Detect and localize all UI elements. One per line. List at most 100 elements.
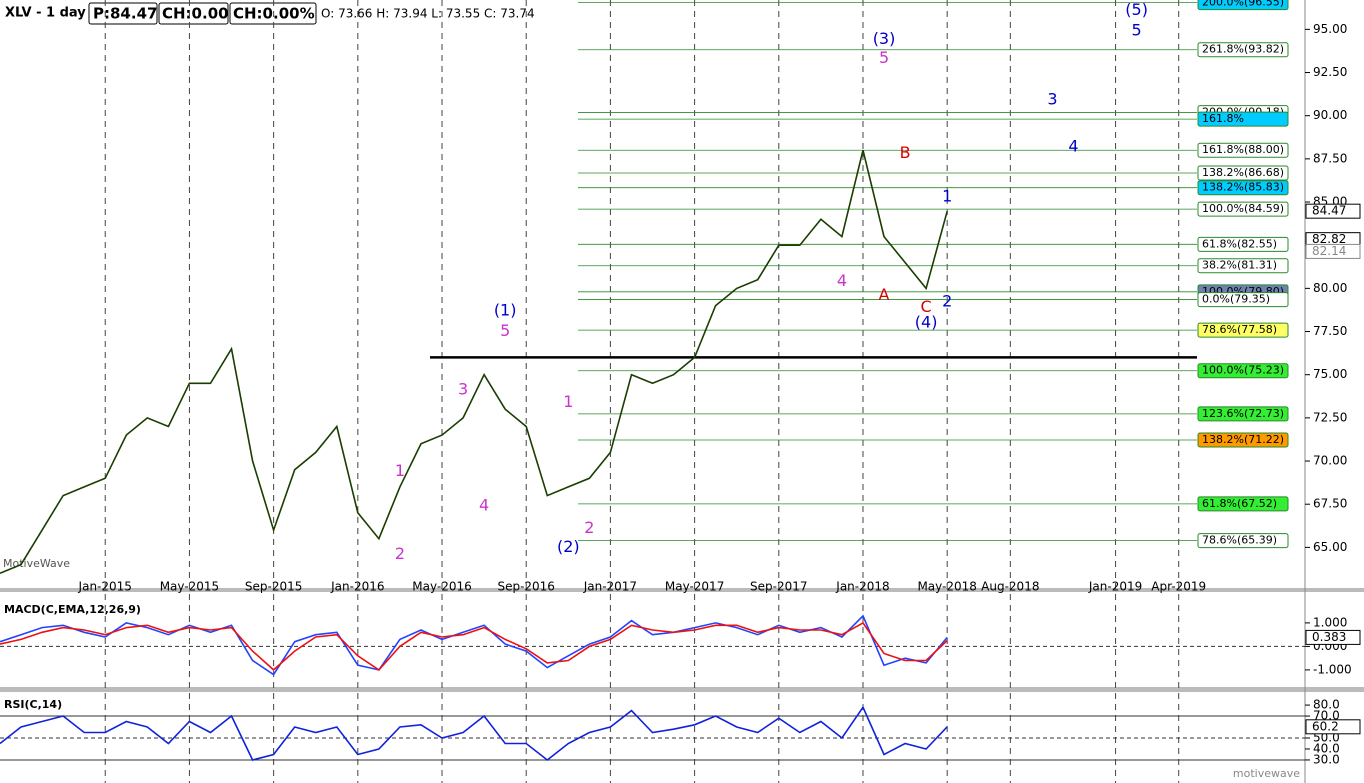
wave-label: 5 [879, 48, 889, 67]
y-tick-label: 1.000 [1313, 615, 1347, 629]
fib-label: 161.8%(88.00) [1202, 143, 1284, 156]
price-label-box [1305, 243, 1361, 259]
fib-label-box [1197, 180, 1289, 196]
fib-label-box [1197, 363, 1289, 379]
y-tick-label: 40.0 [1313, 741, 1340, 755]
panel-divider [0, 588, 1364, 592]
x-tick-label: May-2018 [917, 580, 976, 594]
current-value: 60.2 [1312, 719, 1339, 733]
x-tick-label: Sep-2016 [497, 580, 555, 594]
symbol: XLV - 1 day [5, 6, 86, 21]
watermark: motivewave [1233, 767, 1300, 780]
wave-label: 4 [1068, 136, 1078, 155]
price-label-box [1305, 203, 1361, 219]
y-tick-label: 92.50 [1313, 65, 1347, 79]
fib-label-box [1197, 142, 1289, 158]
fib-label: 138.2%(71.22) [1202, 433, 1284, 446]
x-tick-label: May-2016 [412, 580, 471, 594]
box [229, 2, 317, 25]
series-line [0, 705, 948, 762]
x-tick-label: Sep-2015 [245, 580, 303, 594]
y-tick-label: 70.0 [1313, 709, 1340, 723]
wave-label: 4 [479, 495, 489, 514]
y-tick-label: 75.00 [1313, 367, 1347, 381]
y-tick-label: 65.00 [1313, 540, 1347, 554]
wave-label: (3) [873, 29, 896, 48]
fib-label: 161.8% [1202, 112, 1244, 125]
box [88, 2, 158, 25]
fib-label-box [1197, 236, 1289, 252]
wave-label: 1 [563, 392, 573, 411]
fib-label-box [1197, 42, 1289, 58]
fib-label: 138.2%(86.68) [1202, 166, 1284, 179]
x-tick-label: Apr-2019 [1151, 580, 1206, 594]
wave-label: (5) [1125, 0, 1148, 19]
x-tick-label: Jan-2017 [583, 580, 637, 594]
price-label: 84.47 [1312, 204, 1346, 218]
wave-label: 3 [458, 380, 468, 399]
wave-label: 2 [942, 292, 952, 311]
wave-label: 3 [1047, 90, 1057, 109]
fib-label: 78.6%(65.39) [1202, 534, 1277, 547]
wave-label: 2 [395, 544, 405, 563]
x-tick-label: May-2015 [160, 580, 219, 594]
fib-label-box [1197, 0, 1289, 11]
fib-label-box [1197, 165, 1289, 181]
fib-label: 261.8%(93.82) [1202, 43, 1284, 56]
price: P:84.47 [93, 5, 157, 23]
wave-label: A [879, 285, 890, 304]
y-tick-label: 70.00 [1313, 454, 1347, 468]
y-tick-label: 87.50 [1313, 151, 1347, 165]
panel-divider [0, 687, 1364, 692]
price-label: 82.82 [1312, 232, 1346, 246]
fib-label-box [1197, 432, 1289, 448]
y-tick-label: -1.000 [1313, 662, 1352, 676]
wave-label: (1) [494, 300, 517, 319]
y-tick-label: 90.00 [1313, 108, 1347, 122]
fib-label: 200.0%(96.55) [1202, 0, 1284, 9]
panel-title: RSI(C,14) [4, 698, 62, 711]
x-tick-label: Jan-2019 [1088, 580, 1142, 594]
wave-label: C [921, 297, 932, 316]
fib-label-box [1197, 406, 1289, 422]
fib-label-box [1197, 111, 1289, 127]
time-axis-band [0, 576, 1364, 598]
current-value-box [1305, 719, 1361, 735]
ohlc: O: 73.66 H: 73.94 L: 73.55 C: 73.74 [321, 7, 535, 21]
y-tick-label: 67.50 [1313, 497, 1347, 511]
fib-label-box [1197, 322, 1289, 338]
y-tick-label: 95.00 [1313, 22, 1347, 36]
fib-label-box [1197, 496, 1289, 512]
wave-label: 2 [584, 518, 594, 537]
x-tick-label: Jan-2015 [78, 580, 132, 594]
fib-label: 78.6%(77.58) [1202, 323, 1277, 336]
fib-label: 38.2%(81.31) [1202, 259, 1277, 272]
fib-label: 138.2%(85.83) [1202, 181, 1284, 194]
wave-label: 1 [942, 186, 952, 205]
wave-label: (2) [557, 537, 580, 556]
y-tick-label: 80.0 [1313, 698, 1340, 712]
y-tick-label: 30.0 [1313, 752, 1340, 766]
current-value-box [1305, 629, 1361, 645]
wave-label: B [900, 143, 911, 162]
y-tick-label: 72.50 [1313, 410, 1347, 424]
fib-label: 61.8%(67.52) [1202, 497, 1277, 510]
price-label: 82.14 [1312, 244, 1346, 258]
fib-label-box [1197, 533, 1289, 549]
wave-label: 1 [395, 461, 405, 480]
fib-label: 0.0%(79.35) [1202, 293, 1270, 306]
fib-label: 61.8%(82.55) [1202, 237, 1277, 250]
x-tick-label: Jan-2016 [330, 580, 384, 594]
logo: MotiveWave [3, 557, 70, 570]
y-tick-label: 77.50 [1313, 324, 1347, 338]
panel-title: MACD(C,EMA,12,26,9) [4, 603, 141, 616]
current-value: 0.383 [1312, 630, 1346, 644]
y-tick-label: 80.00 [1313, 281, 1347, 295]
box [158, 2, 229, 25]
fib-label-box [1197, 292, 1289, 308]
fib-label: 100.0%(84.59) [1202, 202, 1284, 215]
x-tick-label: Aug-2018 [981, 580, 1039, 594]
fib-label: 123.6%(72.73) [1202, 407, 1284, 420]
wave-label: 5 [1132, 21, 1142, 40]
